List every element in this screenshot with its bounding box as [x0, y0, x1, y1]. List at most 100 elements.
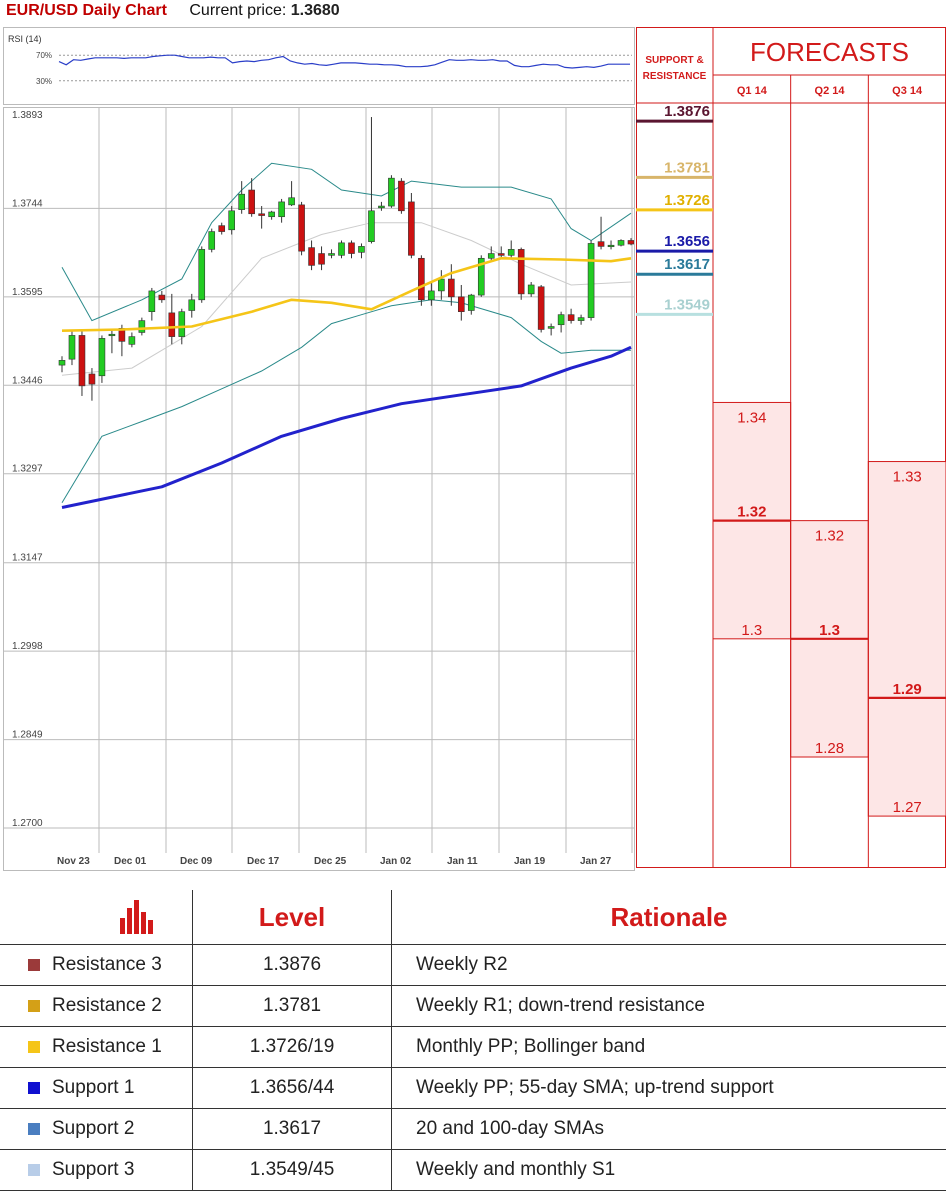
candle	[418, 255, 425, 306]
y-tick-label: 1.2998	[12, 641, 43, 652]
candle	[607, 240, 615, 250]
line-sma20_100	[61, 222, 632, 376]
candle-body	[398, 180, 405, 212]
candle-body	[517, 249, 525, 295]
candle-body	[378, 205, 385, 209]
level-color-swatch	[28, 1122, 40, 1135]
level-rationale: 20 and 100-day SMAs	[391, 1108, 946, 1150]
candle-body	[178, 311, 186, 337]
table-row: Resistance 3 1.3876 Weekly R2	[0, 944, 946, 986]
levels-table: Level Rationale Resistance 3 1.3876 Weekly…	[0, 890, 946, 1191]
sr-level-label: 1.3876	[664, 103, 710, 120]
chart-header: EUR/USD Daily Chart Current price: 1.368…	[6, 2, 340, 24]
candle-body	[607, 244, 615, 248]
candle-body	[408, 201, 415, 256]
sr-level-label: 1.3656	[664, 233, 710, 250]
table-header-icon-cell	[0, 890, 193, 945]
quarter-label: Q3 14	[892, 85, 923, 97]
rsi-chart: 70% 30%	[36, 51, 632, 86]
candle-body	[278, 201, 285, 218]
level-rationale: Monthly PP; Bollinger band	[391, 1026, 946, 1068]
level-value: 1.3876	[192, 944, 392, 986]
candle	[587, 240, 595, 321]
x-tick-label: Dec 25	[314, 856, 347, 867]
rationale-header-text: Rationale	[610, 901, 728, 932]
candle	[68, 329, 76, 366]
candle-body	[258, 213, 265, 216]
candle	[577, 314, 585, 325]
level-rationale: Weekly R1; down-trend resistance	[391, 985, 946, 1027]
candle-body	[457, 296, 465, 312]
level-name: Resistance 2	[52, 994, 162, 1016]
candle-body	[428, 290, 435, 301]
x-tick-label: Dec 01	[114, 856, 147, 867]
candle-body	[308, 247, 315, 266]
sr-level-label: 1.3781	[664, 159, 710, 176]
level-name-cell: Support 1	[0, 1067, 193, 1109]
candle-body	[418, 257, 425, 301]
level-header: Level	[192, 890, 392, 945]
candle	[258, 206, 265, 229]
candle	[148, 287, 156, 321]
level-name-cell: Resistance 1	[0, 1026, 193, 1068]
rsi-line	[58, 54, 630, 69]
level-color-swatch	[28, 1081, 40, 1094]
bar-chart-icon	[120, 900, 153, 934]
price-chart-panel: 1.3893 1.3744 1.3595 1.3446 1.3297 1.3147 1.29…	[3, 107, 635, 871]
level-name: Support 3	[52, 1158, 135, 1180]
level-name-cell: Resistance 2	[0, 985, 193, 1027]
candle	[268, 210, 275, 220]
forecast-value-label: 1.32	[737, 504, 766, 521]
candle-body	[587, 243, 595, 318]
forecast-value-label: 1.3	[819, 622, 840, 639]
candle-body	[268, 211, 275, 218]
candle	[88, 368, 96, 401]
line-sma200	[61, 345, 632, 509]
level-name: Support 2	[52, 1117, 135, 1139]
forecasts-chart: 1.34 1.32 1.3 1.32 1.3 1.28 1.33 1.29 1.27 FORECA…	[636, 27, 946, 868]
forecast-value-label: 1.3	[741, 622, 762, 639]
candle	[248, 178, 255, 217]
candle-body	[497, 253, 505, 256]
candle-body	[148, 290, 156, 312]
candle	[328, 249, 335, 259]
y-tick-label: 1.3147	[12, 553, 43, 564]
candle	[308, 240, 315, 271]
candle-body	[537, 286, 545, 330]
candle	[58, 356, 66, 373]
candle-body	[368, 210, 375, 242]
candle-body	[358, 246, 365, 253]
candle	[368, 117, 375, 244]
candle	[188, 293, 196, 318]
candle-body	[338, 242, 345, 256]
level-name-cell: Resistance 3	[0, 944, 193, 986]
candle-body	[328, 253, 335, 256]
level-value: 1.3781	[192, 985, 392, 1027]
candle	[537, 284, 545, 333]
candle	[208, 228, 216, 253]
candle-body	[467, 294, 475, 311]
quarter-label: Q2 14	[815, 85, 846, 97]
candle-body	[448, 278, 455, 298]
forecast-value-label: 1.28	[815, 740, 844, 757]
x-tick-label: Jan 27	[580, 856, 612, 867]
sr-level-label: 1.3617	[664, 256, 710, 273]
candle	[517, 247, 525, 300]
sr-level-label: 1.3726	[664, 192, 710, 209]
price-label: Current price:	[189, 2, 287, 19]
sr-header-line2: RESISTANCE	[643, 71, 707, 82]
y-tick-label: 1.3595	[12, 287, 43, 298]
candle	[288, 181, 295, 207]
candle	[477, 255, 485, 297]
y-tick-label: 1.2849	[12, 730, 43, 741]
x-tick-label: Jan 19	[514, 856, 546, 867]
candle	[358, 243, 365, 259]
y-tick-label: 1.3893	[12, 110, 43, 121]
candle	[338, 240, 345, 259]
candle	[298, 201, 305, 256]
forecast-value-label: 1.32	[815, 528, 844, 545]
candle	[408, 192, 415, 259]
level-value: 1.3549/45	[192, 1149, 392, 1191]
table-header-row: Level Rationale	[0, 890, 946, 945]
rsi-tick-label: 70%	[36, 51, 52, 60]
